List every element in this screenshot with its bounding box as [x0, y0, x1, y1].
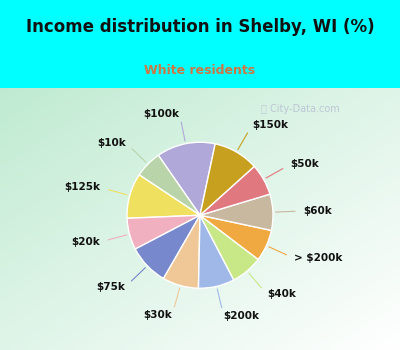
- Text: $75k: $75k: [96, 282, 125, 292]
- Text: $20k: $20k: [71, 237, 100, 247]
- Wedge shape: [200, 166, 270, 215]
- Wedge shape: [135, 215, 200, 279]
- Text: Income distribution in Shelby, WI (%): Income distribution in Shelby, WI (%): [26, 18, 374, 36]
- Wedge shape: [127, 215, 200, 249]
- Wedge shape: [139, 155, 200, 215]
- Wedge shape: [158, 142, 215, 215]
- Wedge shape: [200, 194, 273, 230]
- Text: $200k: $200k: [224, 311, 260, 321]
- Wedge shape: [198, 215, 234, 288]
- Wedge shape: [200, 215, 258, 280]
- Text: > $200k: > $200k: [294, 253, 343, 264]
- Text: $40k: $40k: [267, 289, 296, 300]
- Text: $125k: $125k: [64, 182, 100, 192]
- Wedge shape: [164, 215, 200, 288]
- Text: ⓘ City-Data.com: ⓘ City-Data.com: [261, 104, 339, 113]
- Wedge shape: [127, 175, 200, 218]
- Text: White residents: White residents: [144, 64, 256, 77]
- Text: $150k: $150k: [252, 120, 288, 131]
- Text: $10k: $10k: [97, 138, 126, 148]
- Text: $30k: $30k: [143, 310, 172, 320]
- Text: $60k: $60k: [304, 206, 332, 216]
- Text: $50k: $50k: [290, 159, 319, 169]
- Text: $100k: $100k: [144, 108, 180, 119]
- Wedge shape: [200, 144, 254, 215]
- Wedge shape: [200, 215, 272, 259]
